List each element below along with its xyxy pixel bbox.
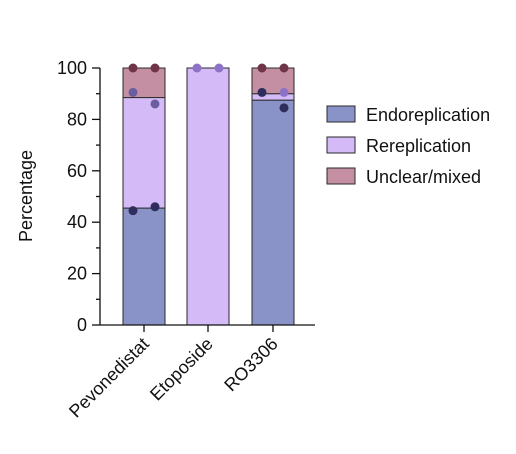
bar-segment-ro3306-0 — [251, 99, 295, 326]
data-point-12 — [279, 63, 289, 73]
bar-segment-etoposide-1 — [186, 67, 230, 326]
legend-swatch-0 — [326, 105, 356, 123]
data-point-3 — [150, 99, 160, 109]
bar-segment-ro3306-2 — [251, 67, 295, 95]
data-point-2 — [128, 87, 138, 97]
bar-segment-pevonedistat-1 — [122, 97, 166, 209]
data-point-6 — [192, 63, 202, 73]
legend-label-1: Rereplication — [366, 136, 471, 156]
data-point-11 — [257, 63, 267, 73]
x-tick-label-pevonedistat: Pevonedistat — [65, 334, 153, 422]
y-axis-label: Percentage — [16, 150, 36, 242]
y-tick-label: 100 — [57, 58, 87, 78]
x-tick-label-etoposide: Etoposide — [146, 334, 217, 405]
legend-swatch-1 — [326, 136, 356, 154]
data-point-7 — [214, 63, 224, 73]
data-point-8 — [257, 87, 267, 97]
data-point-10 — [279, 87, 289, 97]
legend: Endoreplication Rereplication Unclear/mixe… — [326, 105, 490, 187]
data-point-0 — [128, 206, 138, 216]
data-point-5 — [150, 63, 160, 73]
y-tick-label: 0 — [77, 315, 87, 335]
legend-swatch-2 — [326, 167, 356, 185]
bar-segment-pevonedistat-0 — [122, 207, 166, 326]
y-tick-label: 20 — [67, 264, 87, 284]
y-tick-label: 60 — [67, 161, 87, 181]
x-tick-label-ro3306: RO3306 — [220, 334, 282, 396]
data-point-4 — [128, 63, 138, 73]
y-tick-label: 40 — [67, 212, 87, 232]
data-point-1 — [150, 202, 160, 212]
points-group — [128, 63, 289, 216]
bars-group — [122, 67, 295, 326]
legend-label-0: Endoreplication — [366, 105, 490, 125]
data-point-9 — [279, 103, 289, 113]
y-tick-label: 80 — [67, 109, 87, 129]
legend-label-2: Unclear/mixed — [366, 167, 481, 187]
